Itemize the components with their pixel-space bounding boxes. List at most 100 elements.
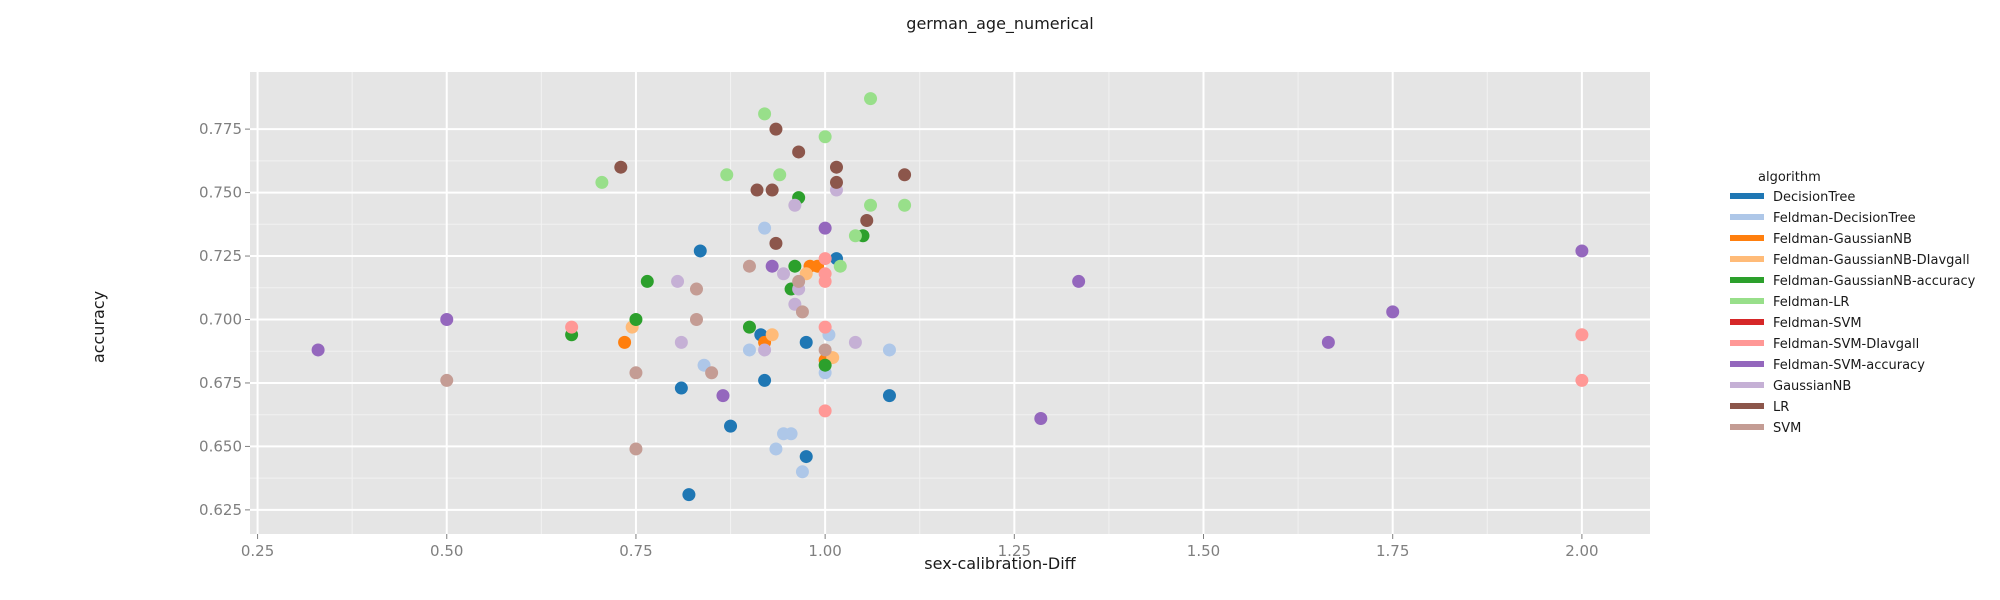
legend-label: Feldman-SVM	[1773, 316, 1862, 331]
data-point	[742, 320, 756, 334]
y-tick-label: 0.700	[199, 311, 242, 329]
data-points	[311, 92, 1589, 502]
data-point	[671, 274, 685, 288]
data-point	[818, 274, 832, 288]
data-point	[629, 313, 643, 326]
data-point	[818, 252, 832, 266]
data-point	[829, 175, 843, 189]
data-point	[682, 488, 696, 502]
legend-swatch	[1730, 361, 1764, 367]
data-point	[769, 236, 783, 250]
legend: algorithm DecisionTree Feldman-DecisionTr…	[1730, 170, 1976, 436]
data-point	[440, 313, 454, 326]
legend-label: Feldman-SVM-accuracy	[1773, 358, 1925, 373]
data-point	[769, 122, 783, 136]
y-tick-label: 0.725	[199, 247, 242, 265]
data-point	[848, 229, 862, 243]
data-point	[833, 259, 847, 273]
data-point	[758, 221, 772, 235]
y-tick-label: 0.625	[199, 501, 242, 519]
y-axis-label: accuracy	[89, 291, 108, 363]
legend-label: Feldman-GaussianNB-accuracy	[1773, 274, 1976, 289]
x-axis-ticks: 0.25 0.50 0.75 1.00 1.25 1.50 1.75 2.00	[241, 534, 1599, 560]
data-point	[595, 175, 609, 189]
data-point	[640, 274, 654, 288]
legend-label: LR	[1773, 400, 1789, 415]
x-tick-label: 1.25	[998, 542, 1031, 560]
data-point	[311, 343, 325, 357]
data-point	[724, 419, 738, 433]
legend-label: Feldman-GaussianNB-DIavgall	[1773, 253, 1970, 268]
data-point	[1321, 335, 1335, 349]
data-point	[758, 107, 772, 121]
y-tick-label: 0.775	[199, 120, 242, 138]
x-tick-label: 0.25	[241, 542, 274, 560]
data-point	[758, 373, 772, 387]
data-point	[565, 320, 579, 334]
data-point	[1386, 305, 1400, 319]
data-point	[440, 373, 454, 387]
data-point	[693, 244, 707, 258]
data-point	[818, 221, 832, 235]
legend-swatch	[1730, 424, 1764, 430]
data-point	[882, 343, 896, 357]
data-point	[720, 168, 734, 182]
data-point	[750, 183, 764, 197]
data-point	[818, 130, 832, 144]
data-point	[788, 259, 802, 273]
data-point	[898, 168, 912, 182]
data-point	[765, 328, 779, 342]
data-point	[818, 358, 832, 372]
data-point	[629, 366, 643, 380]
data-point	[769, 442, 783, 456]
data-point	[829, 160, 843, 174]
legend-label: SVM	[1773, 421, 1801, 436]
data-point	[1072, 274, 1086, 288]
data-point	[742, 343, 756, 357]
legend-label: DecisionTree	[1773, 190, 1855, 205]
data-point	[788, 198, 802, 212]
data-point	[864, 92, 878, 106]
x-tick-label: 1.00	[808, 542, 841, 560]
data-point	[799, 450, 813, 464]
y-axis-ticks: 0.625 0.650 0.675 0.700 0.725 0.750 0.775	[199, 120, 250, 519]
legend-title: algorithm	[1758, 170, 1821, 185]
x-tick-label: 1.50	[1187, 542, 1220, 560]
grid	[250, 72, 1650, 534]
data-point	[818, 320, 832, 334]
y-tick-label: 0.650	[199, 437, 242, 455]
data-point	[618, 335, 632, 349]
data-point	[1575, 373, 1589, 387]
data-point	[792, 145, 806, 159]
data-point	[799, 335, 813, 349]
data-point	[765, 183, 779, 197]
data-point	[689, 282, 703, 296]
legend-label: Feldman-LR	[1773, 295, 1849, 310]
data-point	[818, 343, 832, 357]
data-point	[1575, 244, 1589, 258]
y-tick-label: 0.750	[199, 184, 242, 202]
legend-swatch	[1730, 340, 1764, 346]
x-axis-label: sex-calibration-Diff	[924, 554, 1076, 573]
data-point	[614, 160, 628, 174]
data-point	[784, 427, 798, 441]
plot-background	[250, 72, 1650, 534]
data-point	[1575, 328, 1589, 342]
data-point	[795, 305, 809, 319]
data-point	[765, 259, 779, 273]
data-point	[864, 198, 878, 212]
chart-title: german_age_numerical	[906, 14, 1093, 34]
legend-label: Feldman-GaussianNB	[1773, 232, 1912, 247]
legend-swatch	[1730, 235, 1764, 241]
legend-swatch	[1730, 277, 1764, 283]
data-point	[716, 389, 730, 403]
legend-label: GaussianNB	[1773, 379, 1851, 394]
data-point	[674, 381, 688, 395]
data-point	[674, 335, 688, 349]
data-point	[758, 343, 772, 357]
data-point	[1034, 412, 1048, 425]
legend-swatch	[1730, 382, 1764, 388]
legend-swatch	[1730, 298, 1764, 304]
data-point	[773, 168, 787, 182]
